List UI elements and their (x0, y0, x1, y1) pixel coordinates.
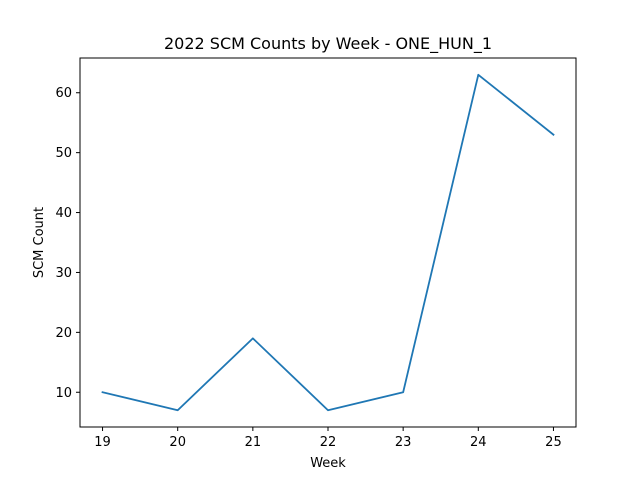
x-tick-label: 20 (169, 435, 186, 450)
y-tick-label: 20 (55, 326, 72, 341)
x-tick-label: 22 (320, 435, 337, 450)
y-tick-label: 50 (55, 146, 72, 161)
x-tick-label: 19 (94, 435, 111, 450)
x-tick-label: 25 (545, 435, 562, 450)
y-axis-ticks: 10 20 30 40 50 60 (55, 86, 80, 401)
x-tick-label: 21 (245, 435, 262, 450)
x-tick-label: 24 (470, 435, 487, 450)
x-tick-label: 23 (395, 435, 412, 450)
chart-title: 2022 SCM Counts by Week - ONE_HUN_1 (164, 34, 492, 54)
x-axis-label: Week (310, 456, 346, 471)
axes-frame (79, 57, 577, 428)
y-tick-label: 30 (55, 266, 72, 281)
series-line (101, 73, 555, 412)
y-tick-label: 40 (55, 206, 72, 221)
x-axis-ticks: 19 20 21 22 23 24 25 (94, 427, 562, 450)
y-axis-label: SCM Count (32, 207, 47, 278)
y-tick-label: 60 (55, 86, 72, 101)
y-tick-label: 10 (55, 386, 72, 401)
plot-area (79, 57, 577, 428)
